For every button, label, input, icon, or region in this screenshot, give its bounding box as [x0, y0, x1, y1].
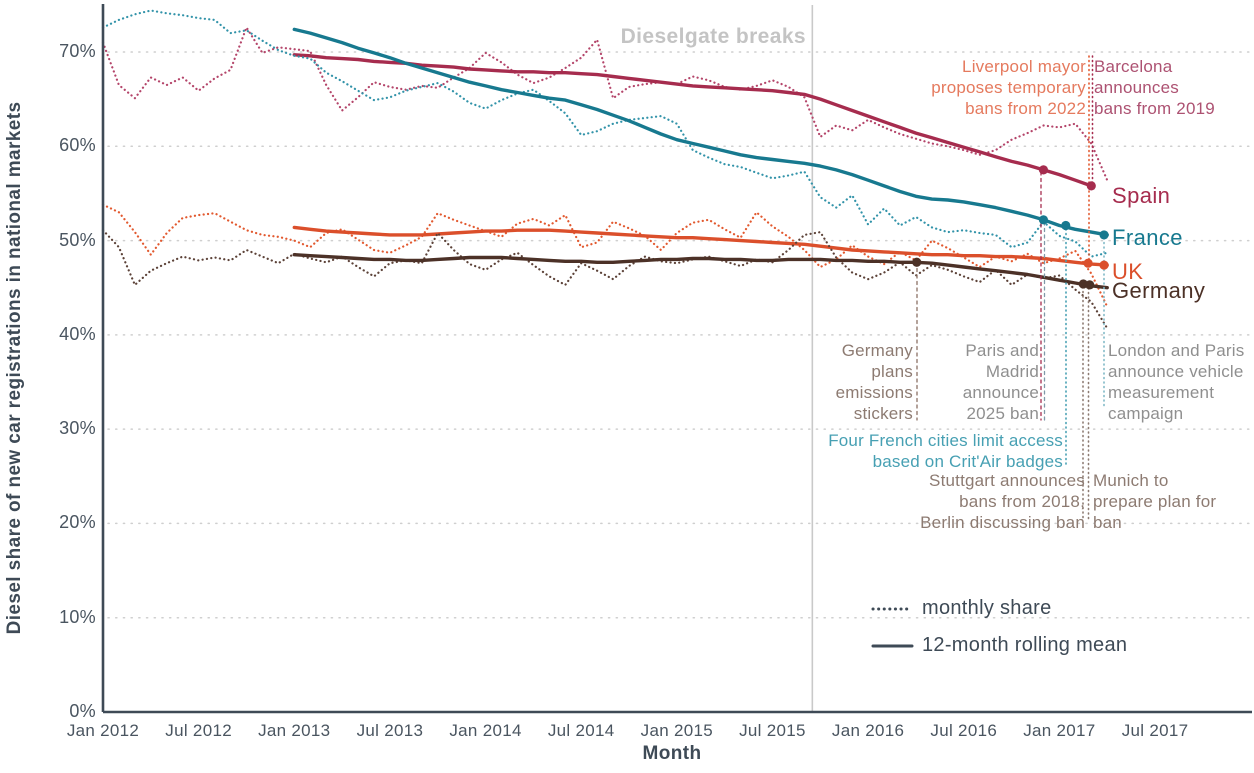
legend-label-monthly: monthly share: [922, 597, 1052, 619]
x-tick-label: Jul 2016: [930, 721, 998, 740]
x-tick-label: Jan 2013: [258, 721, 331, 740]
series-rolling-france: [292, 27, 1109, 237]
x-tick-label: Jul 2017: [1121, 721, 1189, 740]
y-tick-label: 60%: [59, 135, 96, 156]
series-label-germany: Germany: [1112, 278, 1206, 303]
y-tick-label: 0%: [69, 701, 96, 721]
marker-spain: [1038, 165, 1049, 175]
marker-france: [1099, 230, 1109, 240]
series-rolling-germany: [292, 253, 1109, 290]
marker-uk: [1083, 258, 1093, 268]
marker-germany: [912, 257, 922, 267]
series-label-spain: Spain: [1112, 183, 1171, 208]
x-axis-title: Month: [642, 743, 702, 764]
legend-label-rolling: 12-month rolling mean: [922, 634, 1128, 656]
dieselgate-annotation: Dieselgate breaks: [620, 25, 806, 48]
x-tick-label: Jan 2017: [1023, 721, 1096, 740]
series-rolling-spain: [292, 53, 1093, 188]
marker-spain: [1086, 181, 1096, 191]
annotation-munich: Munich to prepare plan for ban: [1093, 471, 1217, 532]
x-tick-label: Jul 2014: [547, 721, 615, 740]
annotation-critair: Four French cities limit access based on…: [828, 431, 1063, 471]
x-tick-label: Jan 2015: [640, 721, 713, 740]
annotation-london-paris: London and Paris announce vehicle measur…: [1108, 341, 1245, 423]
x-tick-label: Jul 2015: [739, 721, 806, 740]
marker-uk: [1099, 260, 1109, 270]
y-tick-label: 40%: [59, 323, 96, 344]
annotation-barcelona: Barcelona announces bans from 2019: [1094, 57, 1215, 118]
x-tick-label: Jan 2014: [449, 721, 522, 740]
marker-germany: [1085, 280, 1095, 290]
annotation-stuttgart-berlin: Stuttgart announces bans from 2018, Berl…: [920, 471, 1085, 532]
x-tick-label: Jul 2012: [165, 721, 232, 740]
y-tick-label: 30%: [59, 418, 96, 439]
y-tick-label: 20%: [59, 512, 96, 533]
y-tick-label: 10%: [59, 606, 96, 627]
series-monthly-france: [101, 9, 1109, 258]
y-tick-label: 70%: [59, 40, 96, 61]
marker-france: [1061, 220, 1071, 231]
annotation-paris-madrid: Paris and Madrid announce 2025 ban: [962, 341, 1039, 423]
y-tick-label: 50%: [59, 229, 96, 250]
x-tick-label: Jan 2016: [831, 721, 905, 740]
x-tick-label: Jul 2013: [356, 721, 424, 740]
annotation-liverpool: Liverpool mayor proposes temporary bans …: [931, 57, 1086, 118]
marker-france: [1038, 215, 1049, 225]
series-label-uk: UK: [1112, 259, 1144, 284]
series-label-france: France: [1112, 225, 1183, 250]
y-axis-title: Diesel share of new car registrations in…: [4, 101, 25, 635]
series-monthly-germany: [101, 229, 1109, 330]
annotation-germany-stickers: Germany plans emissions stickers: [835, 341, 913, 423]
series-rolling-uk: [292, 225, 1109, 267]
x-tick-label: Jan 2012: [66, 721, 140, 740]
